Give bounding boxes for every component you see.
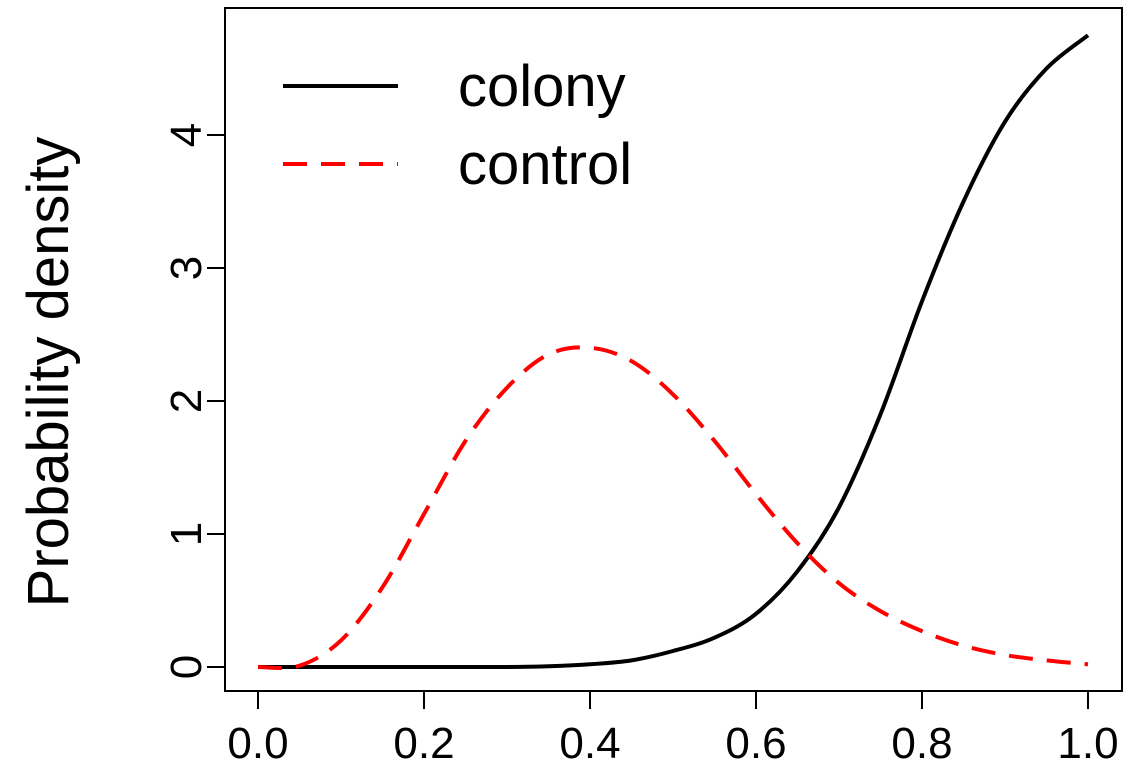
y-tick-label: 3	[162, 256, 211, 280]
y-axis-title: Probability density	[16, 137, 81, 608]
x-tick-label: 0.6	[725, 719, 786, 767]
x-tick-label: 0.4	[559, 719, 620, 767]
legend-label-colony: colony	[458, 54, 626, 119]
series-layer	[257, 33, 1090, 670]
series-line-colony	[257, 33, 1090, 670]
y-tick-label: 2	[162, 389, 211, 413]
y-axis: 0 1 2 3 4	[162, 123, 226, 679]
y-tick-label: 1	[162, 522, 211, 546]
series-line-control	[257, 345, 1089, 670]
y-tick-label: 0	[162, 655, 211, 679]
x-tick-label: 0.8	[891, 719, 952, 767]
plot-frame	[224, 7, 1123, 692]
x-axis: 0.0 0.2 0.4 0.6 0.8 1.0	[227, 690, 1119, 767]
legend: colony control	[283, 54, 632, 197]
legend-label-control: control	[458, 132, 632, 197]
x-tick-label: 0.0	[227, 719, 288, 767]
x-tick-label: 1.0	[1057, 719, 1118, 767]
y-tick-label: 4	[162, 123, 211, 147]
x-tick-label: 0.2	[393, 719, 454, 767]
